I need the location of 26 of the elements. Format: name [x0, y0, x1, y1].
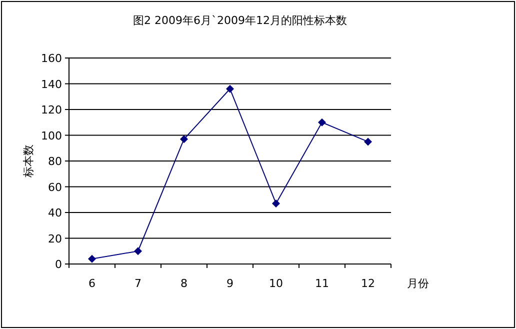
point — [134, 247, 142, 256]
point — [272, 199, 280, 208]
x-tick-label: 7 — [134, 277, 142, 290]
chart-title: 图2 2009年6月`2009年12月的阳性标本数 — [133, 14, 347, 27]
y-tick-label: 60 — [48, 180, 62, 194]
y-tick-label: 40 — [48, 206, 62, 220]
x-tick-label: 11 — [315, 277, 329, 290]
point — [226, 84, 234, 93]
y-tick-label: 120 — [41, 104, 62, 116]
y-tick-label: 160 — [41, 52, 62, 65]
x-tick-label: 8 — [180, 277, 188, 290]
x-axis-title: 月份 — [407, 277, 429, 290]
x-tick-label: 6 — [88, 277, 96, 290]
y-tick-label: 140 — [41, 78, 62, 91]
y-tick-label: 80 — [48, 155, 62, 168]
point — [180, 135, 188, 144]
x-tick-label: 10 — [269, 277, 283, 290]
y-tick-label: 100 — [41, 129, 62, 142]
y-axis-title: 标本数 — [22, 144, 35, 178]
y-tick-label: 0 — [55, 258, 62, 271]
point — [318, 118, 326, 126]
point — [364, 138, 372, 146]
x-tick-label: 9 — [226, 277, 234, 290]
point — [88, 254, 96, 263]
x-tick-label: 12 — [361, 277, 375, 290]
y-tick-label: 20 — [48, 232, 62, 246]
